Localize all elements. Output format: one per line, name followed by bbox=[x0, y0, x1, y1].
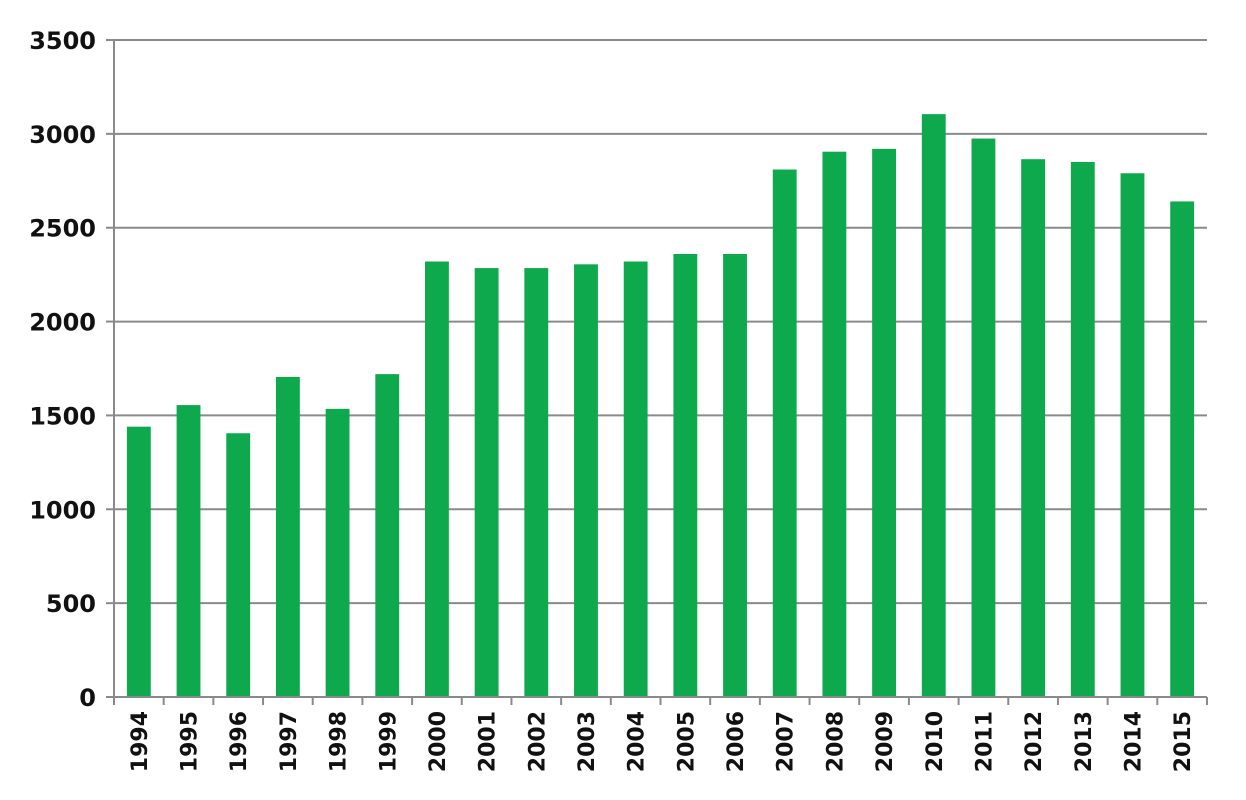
x-tick-label: 1998 bbox=[327, 711, 352, 772]
bar-1995 bbox=[176, 405, 201, 697]
bar-2015 bbox=[1170, 201, 1195, 698]
x-tick-label: 1997 bbox=[277, 711, 302, 772]
bar-2009 bbox=[872, 148, 896, 698]
bar-layer bbox=[126, 114, 1195, 698]
bar-2002 bbox=[524, 268, 549, 697]
x-tick-label: 2000 bbox=[426, 711, 451, 772]
y-tick-label: 1000 bbox=[29, 496, 96, 524]
bar-2003 bbox=[574, 264, 598, 697]
y-tick-label: 2000 bbox=[29, 309, 96, 337]
bar-2013 bbox=[1070, 162, 1095, 697]
label-layer: 0 500 1000 1500 2000 2500 3000 3500 1994 1995 1996… bbox=[29, 27, 1196, 772]
bar-2005 bbox=[673, 253, 698, 697]
bar-2004 bbox=[623, 261, 648, 697]
x-tick-label: 1995 bbox=[178, 711, 203, 772]
x-tick-label: 1996 bbox=[227, 711, 252, 772]
x-tick-label: 2007 bbox=[774, 711, 799, 772]
x-tick-label: 1999 bbox=[376, 711, 401, 772]
x-tick-label: 2002 bbox=[525, 711, 550, 772]
x-tick-label: 2009 bbox=[873, 711, 898, 772]
bar-2008 bbox=[822, 151, 847, 697]
y-tick-label: 2500 bbox=[29, 215, 96, 243]
x-tick-label: 2005 bbox=[674, 711, 699, 772]
y-tick-label: 0 bbox=[79, 684, 96, 712]
bar-1996 bbox=[226, 433, 251, 697]
x-tick-label: 2004 bbox=[625, 711, 650, 772]
bar-1998 bbox=[325, 408, 350, 697]
x-tick-label: 2012 bbox=[1022, 711, 1047, 772]
bar-1994 bbox=[126, 426, 151, 697]
bar-2010 bbox=[921, 114, 946, 697]
bar-2006 bbox=[723, 253, 747, 697]
x-tick-label: 2011 bbox=[972, 711, 997, 772]
x-tick-label: 2015 bbox=[1171, 711, 1196, 772]
bar-1997 bbox=[275, 376, 300, 697]
bar-2011 bbox=[971, 138, 996, 698]
bar-2007 bbox=[772, 169, 797, 698]
y-tick-label: 500 bbox=[46, 590, 96, 618]
x-tick-label: 2014 bbox=[1121, 711, 1146, 772]
axis-layer bbox=[106, 39, 1208, 705]
y-tick-label: 3000 bbox=[29, 121, 96, 149]
bar-2000 bbox=[425, 261, 449, 697]
bar-1999 bbox=[375, 374, 400, 697]
y-tick-label: 1500 bbox=[29, 402, 96, 430]
x-tick-label: 2003 bbox=[575, 711, 600, 772]
x-tick-label: 2001 bbox=[476, 711, 501, 772]
bar-2001 bbox=[474, 268, 499, 697]
x-tick-label: 2013 bbox=[1072, 711, 1097, 772]
y-tick-label: 3500 bbox=[29, 27, 96, 55]
bar-2012 bbox=[1021, 159, 1046, 697]
x-tick-label: 2010 bbox=[923, 711, 948, 772]
x-tick-label: 1994 bbox=[128, 711, 153, 772]
bar-2014 bbox=[1120, 173, 1145, 697]
x-tick-label: 2006 bbox=[724, 711, 749, 772]
x-tick-label: 2008 bbox=[823, 711, 848, 772]
